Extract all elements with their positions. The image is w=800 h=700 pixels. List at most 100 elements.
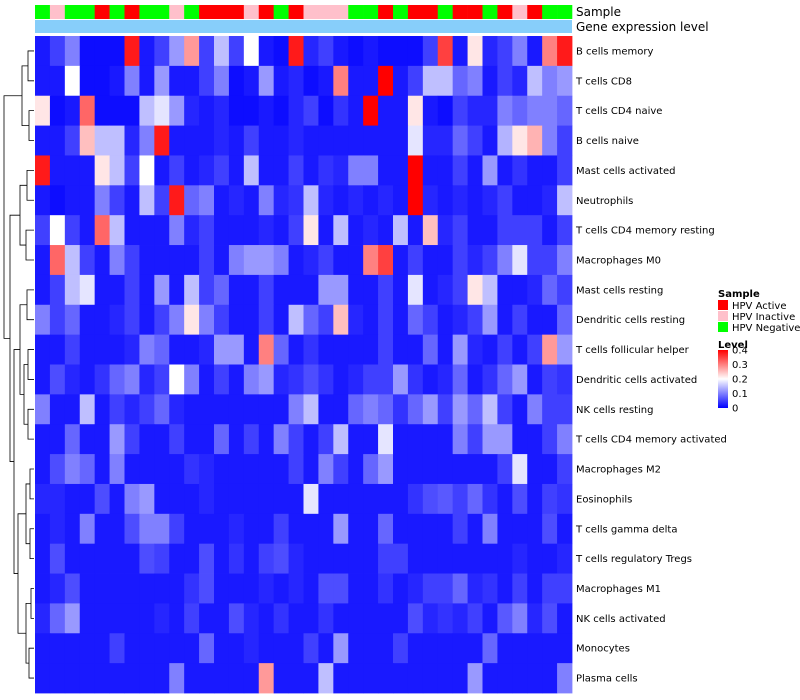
heatmap-cell xyxy=(258,633,275,664)
heatmap-cell xyxy=(139,454,155,485)
heatmap-cell xyxy=(542,185,558,216)
heatmap-cell xyxy=(35,633,51,664)
heatmap-cell xyxy=(422,334,439,365)
heatmap-cell xyxy=(64,274,81,306)
heatmap-cell xyxy=(94,603,110,634)
heatmap-cell xyxy=(288,155,304,186)
heatmap-cell xyxy=(363,185,379,216)
heatmap-cell xyxy=(35,424,51,455)
heatmap-cell xyxy=(288,454,304,485)
heatmap-cell xyxy=(214,513,230,545)
heatmap-cell xyxy=(437,573,454,604)
heatmap-cell xyxy=(258,663,275,694)
heatmap-cell xyxy=(199,454,215,485)
heatmap-cell xyxy=(243,274,260,306)
heatmap-cell xyxy=(452,454,468,485)
heatmap-cell xyxy=(318,95,334,126)
heatmap-cell xyxy=(393,125,409,156)
heatmap-cell xyxy=(348,424,364,455)
heatmap-cell xyxy=(318,36,334,67)
heatmap-cell xyxy=(437,65,454,97)
heatmap-cell xyxy=(49,215,66,246)
heatmap-cell xyxy=(169,155,185,186)
heatmap-cell xyxy=(378,603,394,634)
heatmap-cell xyxy=(258,394,275,425)
heatmap-cell xyxy=(348,543,364,574)
heatmap-cell xyxy=(79,245,96,276)
heatmap-cell xyxy=(228,513,245,545)
heatmap-cell xyxy=(109,394,125,425)
heatmap-cell xyxy=(273,394,289,425)
heatmap-cell xyxy=(303,424,319,455)
heatmap-cell xyxy=(482,95,498,126)
heatmap-cell xyxy=(527,424,543,455)
heatmap-cell xyxy=(184,125,200,156)
heatmap-cell xyxy=(393,364,409,395)
heatmap-cell xyxy=(94,36,110,67)
heatmap-cell xyxy=(184,185,200,216)
heatmap-cell xyxy=(303,364,319,395)
heatmap-cell xyxy=(512,95,528,126)
dendrogram-branch xyxy=(25,603,31,664)
sample-annotation-cell xyxy=(542,5,558,19)
heatmap-cell xyxy=(199,663,215,694)
heatmap-cell xyxy=(482,543,498,574)
dendrogram-branch xyxy=(9,214,20,462)
heatmap-cell xyxy=(527,364,543,395)
heatmap-cell xyxy=(214,334,230,365)
heatmap-cell xyxy=(437,36,454,67)
heatmap-cell xyxy=(557,543,573,574)
heatmap-cell xyxy=(169,65,185,97)
heatmap-cell xyxy=(35,454,51,485)
heatmap-cell xyxy=(542,95,558,126)
heatmap-cell xyxy=(557,663,573,694)
heatmap-cell xyxy=(139,155,155,186)
heatmap-cell xyxy=(35,483,51,515)
heatmap-cell xyxy=(348,95,364,126)
heatmap-cell xyxy=(527,633,543,664)
heatmap-cell xyxy=(303,36,319,67)
heatmap-cell xyxy=(467,65,483,97)
heatmap-cell xyxy=(169,245,185,276)
heatmap-cell xyxy=(363,215,379,246)
heatmap-cell xyxy=(393,304,409,336)
heatmap-cell xyxy=(49,245,66,276)
dendrogram-branch xyxy=(29,528,34,560)
heatmap-cell xyxy=(258,513,275,545)
heatmap-cell xyxy=(64,663,81,694)
heatmap-cell xyxy=(35,663,51,694)
heatmap-cell xyxy=(288,334,304,365)
heatmap-cell xyxy=(49,454,66,485)
heatmap-cell xyxy=(94,274,110,306)
heatmap-cell xyxy=(35,95,51,126)
heatmap-cell xyxy=(184,454,200,485)
heatmap-cell xyxy=(542,573,558,604)
sample-annotation-cell xyxy=(199,5,215,19)
heatmap-cell xyxy=(154,304,170,336)
heatmap-cell xyxy=(363,364,379,395)
heatmap-cell xyxy=(154,215,170,246)
heatmap-cell xyxy=(169,304,185,336)
row-label: Macrophages M1 xyxy=(576,584,661,595)
heatmap-cell xyxy=(35,125,51,156)
heatmap-cell xyxy=(422,603,439,634)
heatmap-cell xyxy=(199,304,215,336)
heatmap-cell xyxy=(199,364,215,395)
heatmap-cell xyxy=(333,334,349,365)
heatmap-cell xyxy=(124,245,140,276)
heatmap-cell xyxy=(64,185,81,216)
heatmap-cell xyxy=(318,364,334,395)
heatmap-cell xyxy=(184,274,200,306)
heatmap-cell xyxy=(497,633,513,664)
heatmap-cell xyxy=(199,483,215,515)
dendrogram-branch xyxy=(17,513,26,634)
heatmap-cell xyxy=(184,155,200,186)
heatmap-cell xyxy=(243,334,260,365)
row-label: B cells naive xyxy=(576,136,639,147)
heatmap-cell xyxy=(542,65,558,97)
heatmap-cell xyxy=(288,424,304,455)
heatmap-cell xyxy=(243,573,260,604)
heatmap-cell xyxy=(184,245,200,276)
sample-annotation-cell xyxy=(557,5,573,19)
heatmap-cell xyxy=(243,36,260,67)
